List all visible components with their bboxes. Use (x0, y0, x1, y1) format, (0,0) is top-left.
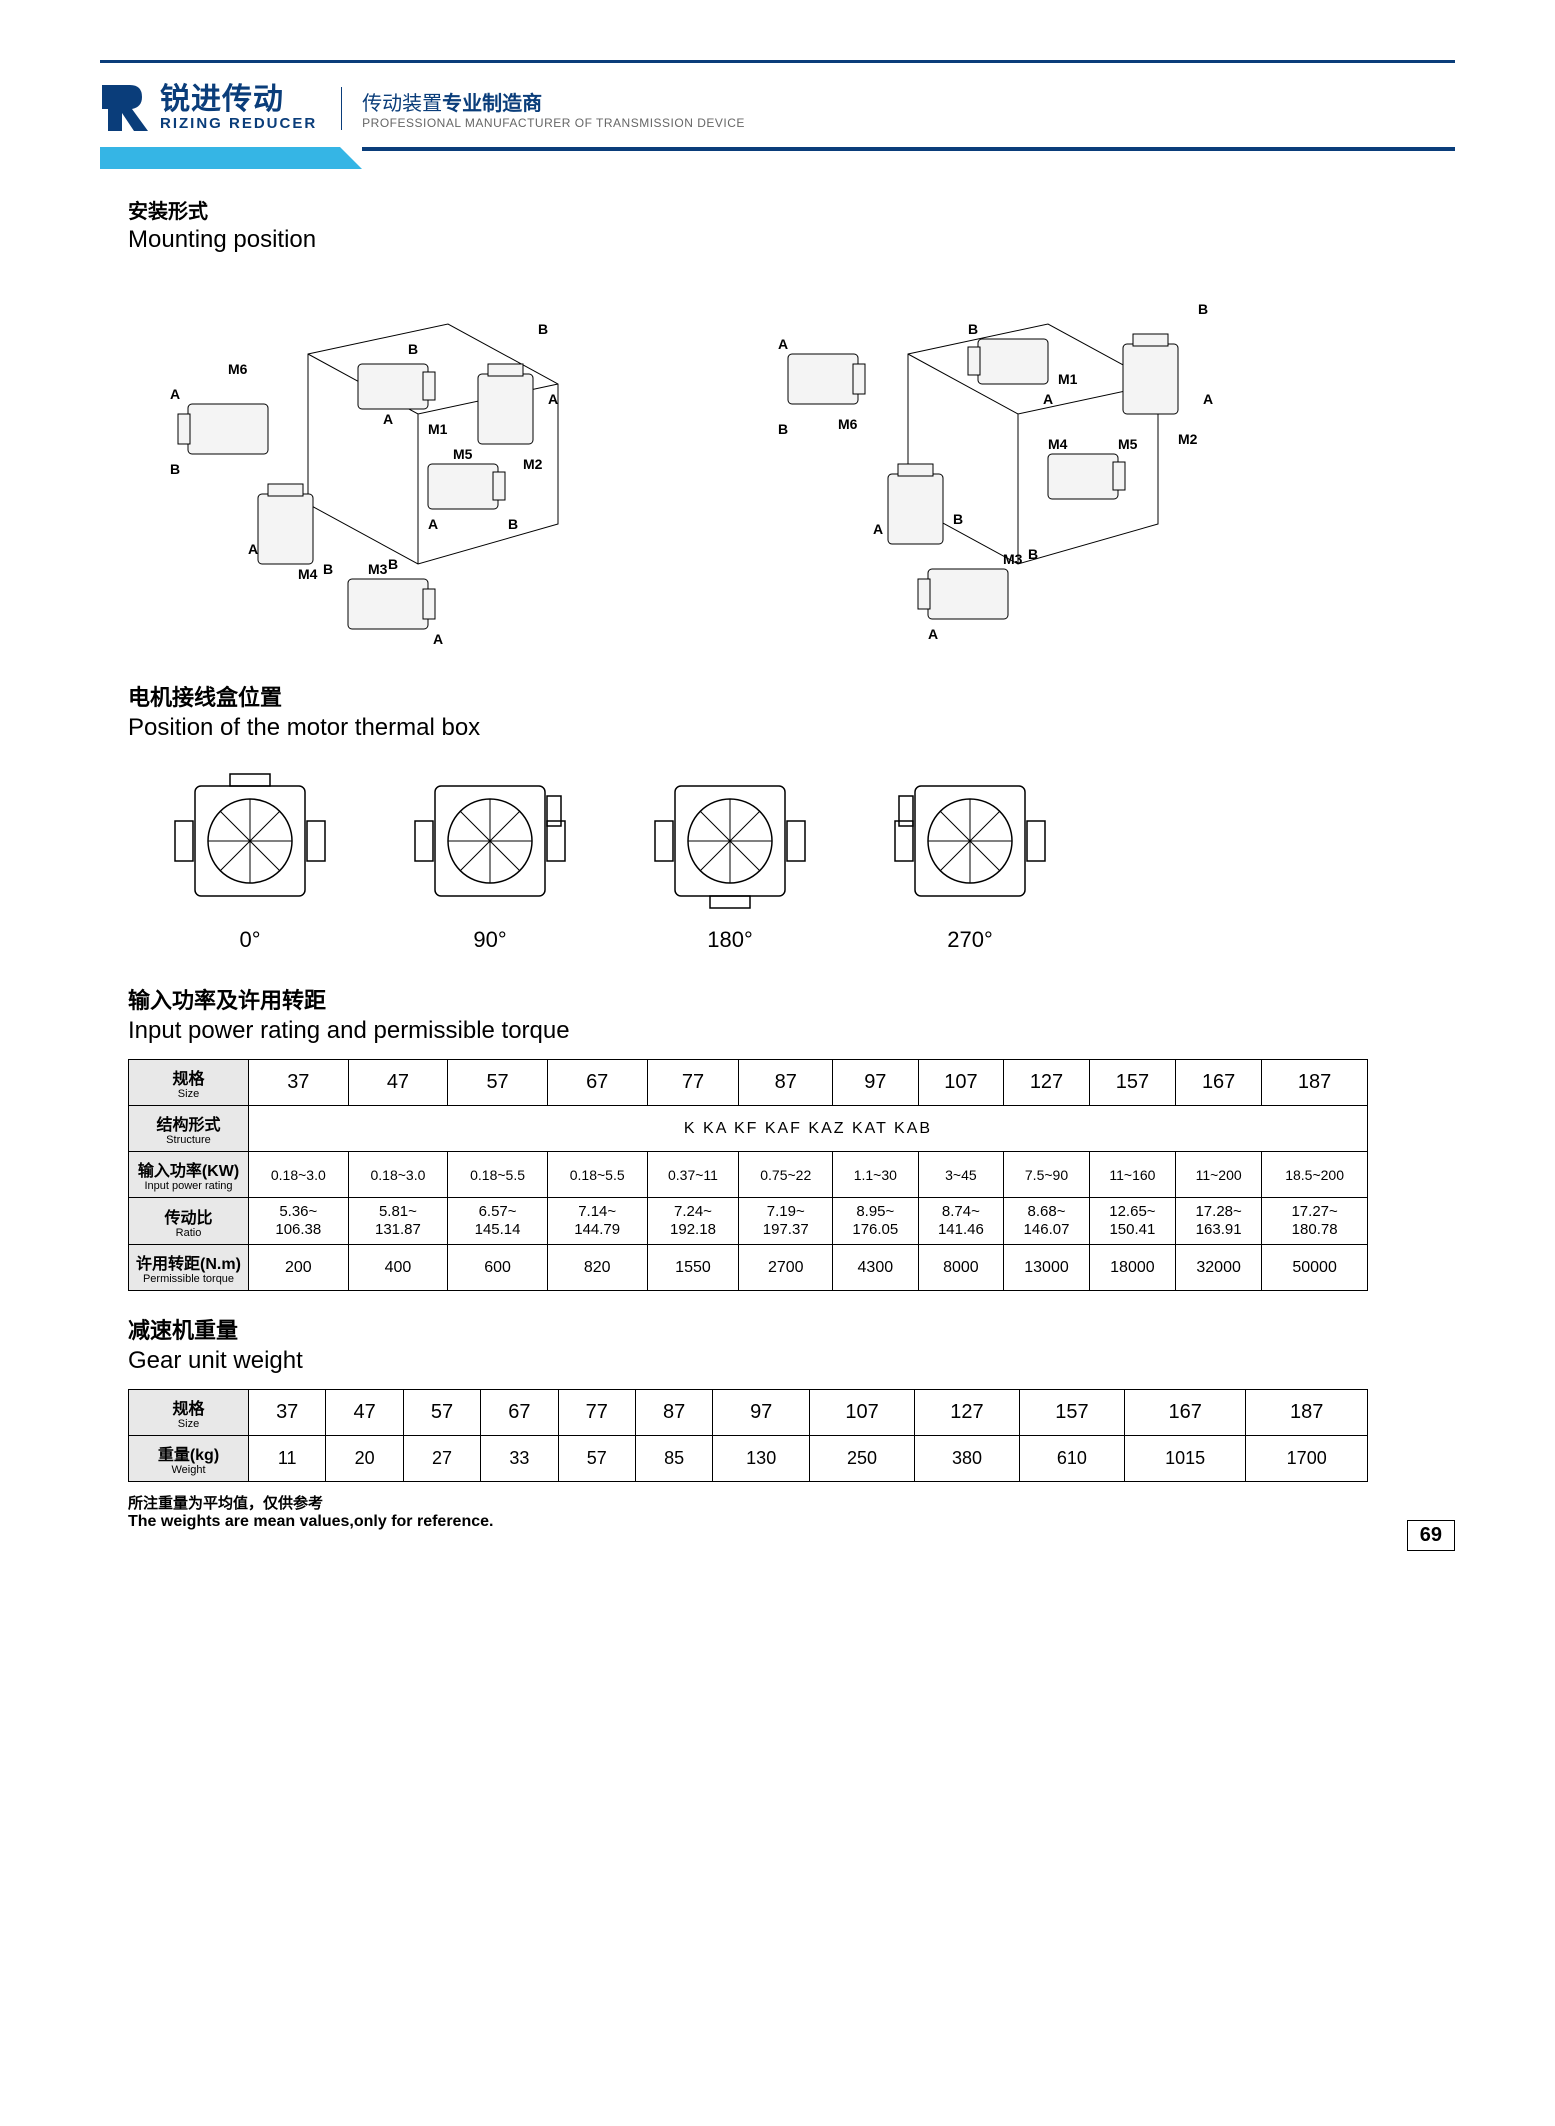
thermal-label-180: 180° (640, 927, 820, 953)
svg-text:B: B (408, 341, 418, 357)
svg-text:A: A (383, 411, 393, 427)
footnote-en: The weights are mean values,only for ref… (100, 1513, 1455, 1531)
logo-text-en: RIZING REDUCER (160, 115, 317, 132)
mounting-diagram-right: A B M6 B A M1 B A M2 M5 M4 A B M3 B A (728, 274, 1268, 654)
mounting-title-en: Mounting position (128, 226, 1455, 254)
thermal-180: 180° (640, 766, 820, 953)
svg-text:A: A (928, 626, 938, 642)
svg-text:B: B (953, 511, 963, 527)
svg-text:B: B (968, 321, 978, 337)
svg-text:A: A (170, 386, 180, 402)
power-title-cn: 输入功率及许用转距 (128, 983, 1455, 1015)
mounting-section: 安装形式 Mounting position (100, 195, 1455, 254)
mounting-diagram-left: M6AB BAM1 BAM2 M5AB M4AB M3BA (128, 274, 668, 654)
svg-text:M2: M2 (1178, 431, 1198, 447)
svg-text:A: A (1203, 391, 1213, 407)
logo-icon (100, 83, 150, 133)
svg-text:B: B (170, 461, 180, 477)
thermal-section: 电机接线盒位置 Position of the motor thermal bo… (100, 680, 1455, 742)
weight-title-en: Gear unit weight (128, 1347, 1455, 1375)
svg-text:M4: M4 (1048, 436, 1068, 452)
svg-text:M3: M3 (1003, 551, 1023, 567)
power-section: 输入功率及许用转距 Input power rating and permiss… (100, 983, 1455, 1045)
svg-text:M1: M1 (1058, 371, 1078, 387)
thermal-label-270: 270° (880, 927, 1060, 953)
tagline-en: PROFESSIONAL MANUFACTURER OF TRANSMISSIO… (362, 116, 745, 130)
tagline: 传动装置专业制造商 PROFESSIONAL MANUFACTURER OF T… (341, 87, 745, 130)
svg-text:B: B (538, 321, 548, 337)
svg-text:B: B (778, 421, 788, 437)
svg-text:A: A (778, 336, 788, 352)
footnote-cn: 所注重量为平均值，仅供参考 (100, 1492, 1455, 1513)
svg-text:M3: M3 (368, 561, 388, 577)
svg-text:M1: M1 (428, 421, 448, 437)
svg-text:A: A (433, 631, 443, 647)
svg-text:M4: M4 (298, 566, 318, 582)
thermal-label-90: 90° (400, 927, 580, 953)
svg-text:B: B (388, 556, 398, 572)
thermal-270: 270° (880, 766, 1060, 953)
weight-section: 减速机重量 Gear unit weight (100, 1313, 1455, 1375)
svg-text:B: B (508, 516, 518, 532)
svg-text:M5: M5 (453, 446, 473, 462)
svg-text:M6: M6 (838, 416, 858, 432)
thermal-diagrams: 0° 90° 180° 270° (100, 766, 1455, 953)
thermal-title-en: Position of the motor thermal box (128, 714, 1455, 742)
svg-text:A: A (1043, 391, 1053, 407)
svg-text:A: A (548, 391, 558, 407)
thermal-0: 0° (160, 766, 340, 953)
logo-text-cn: 锐进传动 (160, 85, 317, 115)
svg-text:M2: M2 (523, 456, 543, 472)
svg-text:M6: M6 (228, 361, 248, 377)
mounting-title-cn: 安装形式 (128, 195, 1455, 224)
accent-bar (100, 147, 1455, 169)
svg-text:A: A (428, 516, 438, 532)
weight-title-cn: 减速机重量 (128, 1313, 1455, 1345)
power-title-en: Input power rating and permissible torqu… (128, 1017, 1455, 1045)
svg-text:B: B (1198, 301, 1208, 317)
page-header: 锐进传动 RIZING REDUCER 传动装置专业制造商 PROFESSION… (100, 83, 1455, 133)
svg-text:M5: M5 (1118, 436, 1138, 452)
mounting-diagrams: M6AB BAM1 BAM2 M5AB M4AB M3BA (100, 274, 1455, 654)
brand-logo: 锐进传动 RIZING REDUCER (100, 83, 317, 133)
page-number: 69 (1407, 1520, 1455, 1551)
tagline-cn-a: 传动装置 (362, 93, 442, 115)
weight-table: 规格Size37475767778797107127157167187重量(kg… (128, 1389, 1368, 1482)
thermal-title-cn: 电机接线盒位置 (128, 680, 1455, 712)
power-table: 规格Size37475767778797107127157167187结构形式S… (128, 1059, 1368, 1291)
svg-text:B: B (323, 561, 333, 577)
svg-text:A: A (873, 521, 883, 537)
thermal-90: 90° (400, 766, 580, 953)
thermal-label-0: 0° (160, 927, 340, 953)
svg-text:A: A (248, 541, 258, 557)
svg-text:B: B (1028, 546, 1038, 562)
top-rule (100, 60, 1455, 63)
tagline-cn-b: 专业制造商 (442, 93, 542, 115)
